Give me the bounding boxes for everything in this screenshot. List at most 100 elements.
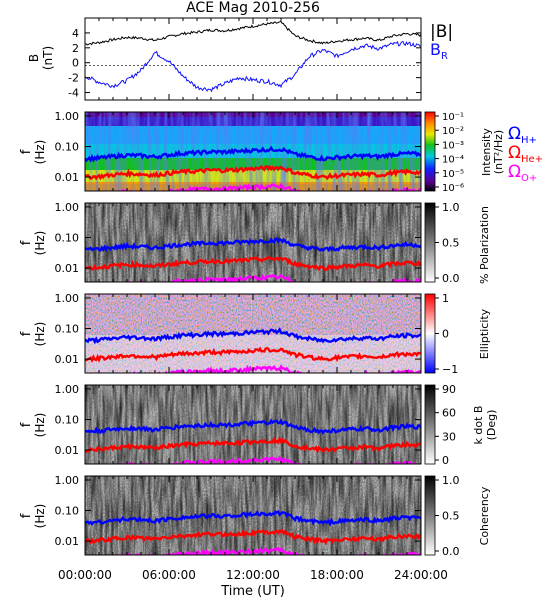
panel-coherency: 1.00 0.10 0.01 f (Hz) 1.0 0.5 0.0 Coherency [19,474,491,558]
y-axis-label: f [19,422,34,427]
panel-ellipticity: 1.00 0.10 0.01 f (Hz) 1 0 −1 Ellipticity [19,292,491,376]
colorbar-k-dot-b [424,384,436,465]
y-tick-label: 0.10 [55,414,80,427]
colorbar-tick-label: 60 [442,407,456,420]
y-tick-label: 4 [72,27,79,40]
y-tick-label: 1.00 [55,201,80,214]
y-tick-group: -4 -2 0 2 4 [68,27,421,100]
legend-he-plus: ΩHe+ [508,143,543,165]
he-plus-curve [85,164,421,181]
y-axis-unit: (Hz) [33,140,47,165]
y-axis-unit: (Hz) [33,322,47,347]
colorbar-tick-label: 1.0 [442,201,460,214]
y-tick-label: 0.01 [55,171,80,184]
x-tick-label: 06:00:00 [142,568,196,582]
y-tick-group: 1.00 0.10 0.01 [55,474,421,548]
y-tick-group: 1.00 0.10 0.01 [55,201,421,275]
radial-field-line [85,40,421,93]
colorbar-tick-label: 0.5 [442,237,460,250]
y-tick-label: 0.10 [55,232,80,245]
colorbar-label: k dot B [472,406,485,445]
he-plus-curve [85,346,421,364]
total-field-line [85,20,421,46]
colorbar-label: Intensity [480,128,493,176]
legend-o-plus: ΩO+ [508,162,537,184]
field-series-layer [85,20,421,93]
colorbar-label: Ellipticity [478,308,491,359]
y-tick-label: 0.10 [55,323,80,336]
legend-total-field: |B| [430,22,453,42]
x-tick-label: 12:00:00 [226,568,280,582]
panel-magnetic-field: -4 -2 0 2 4 B (nT) |B| BR [27,17,453,101]
y-axis-label: f [19,240,34,245]
y-tick-label: 0.01 [55,353,80,366]
panel-polarization: 1.00 0.10 0.01 f (Hz) 1.0 0.5 0.0 % Polariza… [19,201,491,285]
legend-radial-field: BR [430,40,448,62]
y-tick-label: 0.01 [55,535,80,548]
y-tick-label: 0.01 [55,262,80,275]
y-tick-label: -2 [68,72,79,85]
y-tick-label: 1.00 [55,383,80,396]
h-plus-curve [85,418,421,436]
colorbar-label: Coherency [478,486,491,545]
y-tick-label: -4 [68,87,79,100]
y-tick-group: 1.00 0.10 0.01 [55,292,421,366]
y-tick-label: 0 [72,57,79,70]
colorbar-ellipticity [424,293,436,374]
x-tick-label: 24:00:00 [394,568,448,582]
y-axis-unit: (Hz) [33,504,47,529]
y-tick-group: 1.00 0.10 0.01 [55,110,421,184]
colorbar-coherency [424,475,436,556]
panel-intensity: 1.00 0.10 0.01 f (Hz) 10⁻¹ 10⁻² 10⁻³ 10⁻⁴ 10⁻⁵… [19,110,543,194]
y-axis-unit: (nT) [41,46,55,70]
colorbar-tick-group: 1.0 0.5 0.0 [435,474,460,558]
x-tick-label: 18:00:00 [310,568,364,582]
colorbar-tick-label: 0 [442,328,449,341]
colorbar-intensity [424,111,436,192]
colorbar-tick-label: 0 [442,454,449,467]
h-plus-curve [85,145,421,163]
x-axis: 00:00:00 06:00:00 12:00:00 18:00:00 24:00:00 [58,18,448,582]
colorbar-tick-label: −1 [442,363,458,376]
colorbar-tick-label: 0.0 [442,545,460,558]
y-axis-unit: (Hz) [33,413,47,438]
colorbar-tick-label: 0.0 [442,272,460,285]
panel-k-dot-b: 1.00 0.10 0.01 f (Hz) 90 60 30 0 k dot B (Deg… [19,383,498,467]
figure-title: ACE Mag 2010-256 [186,0,320,16]
colorbar-tick-label: 10⁻¹ [442,112,464,123]
colorbar-label: % Polarization [478,206,491,284]
y-tick-label: 0.01 [55,444,80,457]
he-plus-curve [85,528,421,546]
h-plus-curve [85,237,421,253]
colorbar-tick-label: 1 [442,292,449,305]
y-axis-unit: (Hz) [33,231,47,256]
y-tick-label: 2 [72,42,79,55]
he-plus-curve [85,436,421,454]
y-tick-label: 0.10 [55,505,80,518]
colorbar-tick-label: 30 [442,430,456,443]
y-tick-group: 1.00 0.10 0.01 [55,383,421,457]
colorbar-tick-label: 10⁻² [442,126,464,137]
colorbar-tick-label: 1.0 [442,474,460,487]
legend-h-plus: ΩH+ [508,124,537,146]
colorbar-tick-label: 10⁻⁵ [442,169,464,180]
y-axis-label: f [19,513,34,518]
colorbar-tick-label: 10⁻³ [442,140,464,151]
colorbar-unit: (Deg) [485,410,498,441]
colorbar-tick-label: 0.5 [442,510,460,523]
colorbar-tick-label: 90 [442,383,456,396]
colorbar-unit: (nT²/Hz) [492,130,505,174]
x-tick-label: 00:00:00 [58,568,112,582]
colorbar-polarization [424,202,436,283]
he-plus-curve [85,255,421,272]
y-tick-label: 1.00 [55,110,80,123]
y-axis-label: f [19,149,34,154]
colorbar-tick-label: 10⁻⁴ [442,155,464,166]
y-axis-label: B [27,54,41,62]
y-tick-label: 1.00 [55,474,80,487]
colorbar-tick-label: 10⁻⁶ [442,183,464,194]
colorbar-tick-group: 1 0 −1 [435,292,458,376]
h-plus-curve [85,509,421,527]
h-plus-curve [85,326,421,345]
colorbar-tick-group: 10⁻¹ 10⁻² 10⁻³ 10⁻⁴ 10⁻⁵ 10⁻⁶ [435,112,464,194]
